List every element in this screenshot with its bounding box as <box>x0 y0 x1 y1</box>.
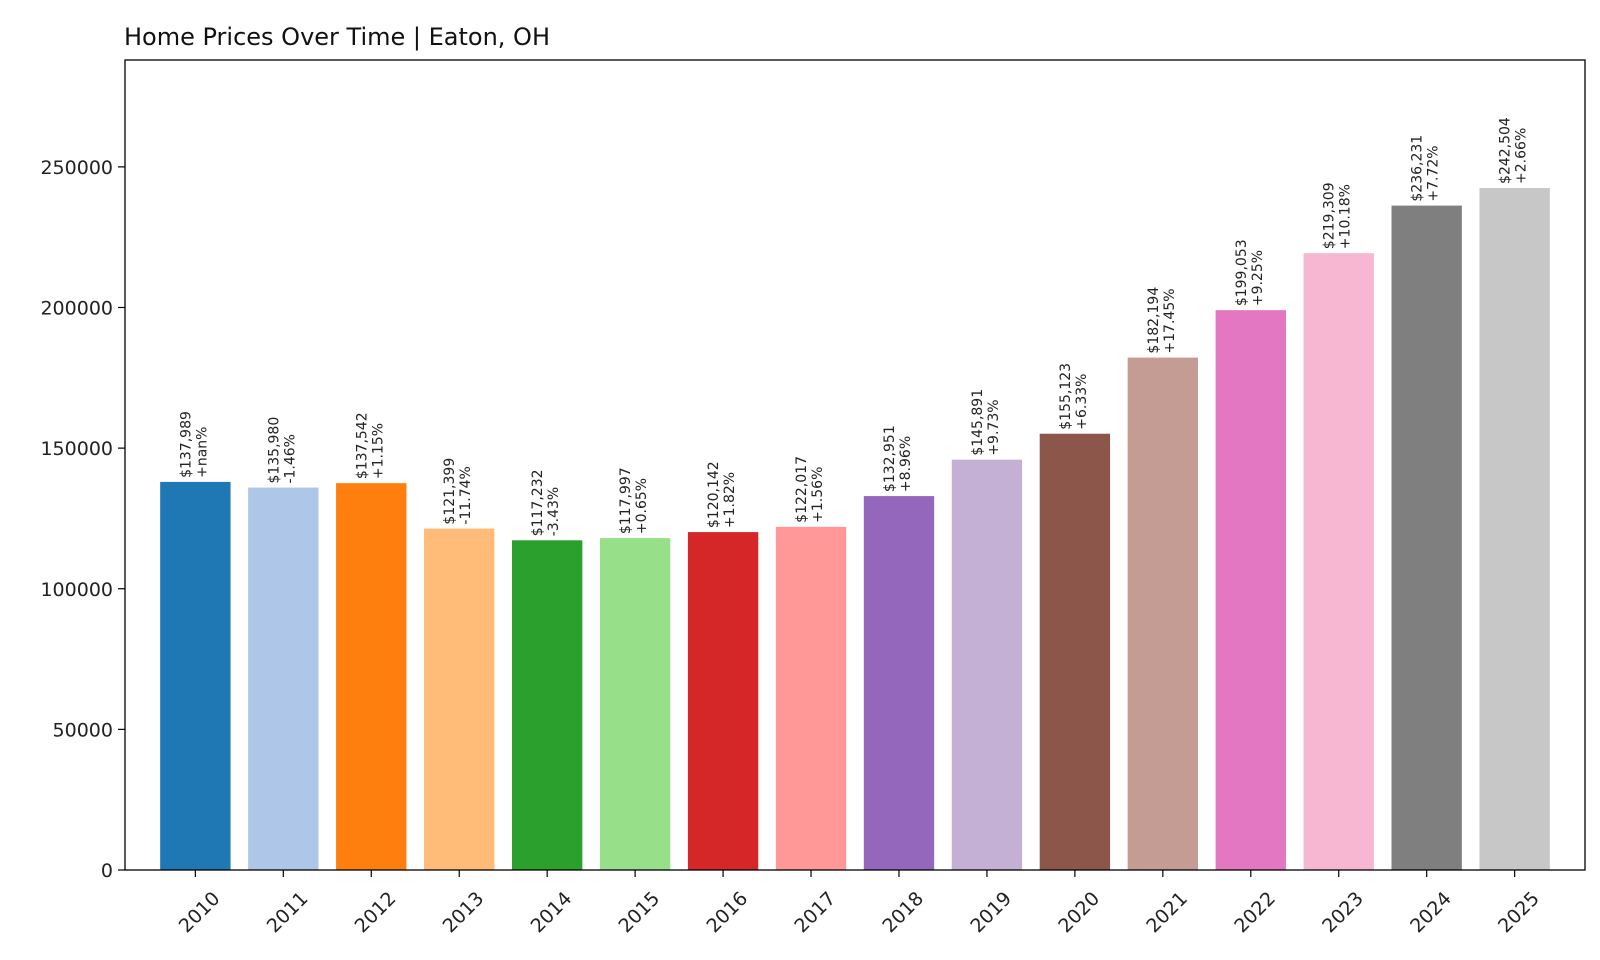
bar-value-label-2025: $242,504+2.66% <box>1498 117 1530 184</box>
bar-price-label: $182,194 <box>1146 287 1162 354</box>
bar-price-label: $117,232 <box>530 469 546 536</box>
bar-price-label: $199,053 <box>1234 239 1250 306</box>
x-tick-label-2012: 2012 <box>351 888 401 938</box>
bar-change-label: +7.72% <box>1426 145 1442 201</box>
bar-2016 <box>687 532 759 870</box>
bar-price-label: $122,017 <box>794 456 810 523</box>
bar-2015 <box>599 538 671 870</box>
bar-2011 <box>248 487 319 870</box>
bar-change-label: +1.56% <box>810 467 826 523</box>
bar-price-label: $137,542 <box>354 412 370 479</box>
bar-value-label-2015: $117,997+0.65% <box>618 467 650 534</box>
x-tick-label-2022: 2022 <box>1230 888 1280 938</box>
bar-change-label: +1.15% <box>370 423 386 479</box>
bar-change-label: +nan% <box>194 427 210 478</box>
bar-2014 <box>511 540 583 870</box>
bar-value-label-2012: $137,542+1.15% <box>354 412 386 479</box>
bar-change-label: -3.43% <box>546 487 562 537</box>
x-tick-label-2014: 2014 <box>527 888 577 938</box>
y-tick-label-150000: 150000 <box>40 438 113 460</box>
bar-value-label-2018: $132,951+8.96% <box>882 425 914 492</box>
y-tick-label-50000: 50000 <box>53 719 113 741</box>
x-axis: 2010 2011 2012 2013 2014 2015 2016 2017 2018 2019… <box>175 870 1544 937</box>
x-tick-label-2011: 2011 <box>263 888 313 938</box>
bar-value-label-2011: $135,980-1.46% <box>266 417 298 484</box>
x-tick-label-2024: 2024 <box>1406 888 1456 938</box>
bar-value-label-2017: $122,017+1.56% <box>794 456 826 523</box>
x-tick-label-2016: 2016 <box>702 888 752 938</box>
bar-2024 <box>1391 205 1462 871</box>
bar-2018 <box>863 496 935 870</box>
bar-value-label-2016: $120,142+1.82% <box>706 461 738 528</box>
bar-value-label-2020: $155,123+6.33% <box>1058 363 1090 430</box>
x-tick-label-2017: 2017 <box>790 888 840 938</box>
bar-price-label: $137,989 <box>178 411 194 478</box>
x-tick-label-2025: 2025 <box>1494 888 1544 938</box>
x-tick-label-2023: 2023 <box>1318 888 1368 938</box>
bar-2025 <box>1479 187 1550 870</box>
bar-price-label: $155,123 <box>1058 363 1074 430</box>
x-tick-label-2019: 2019 <box>966 888 1016 938</box>
bar-price-label: $117,997 <box>618 467 634 534</box>
bar-value-label-2024: $236,231+7.72% <box>1410 135 1442 202</box>
bar-change-label: +9.73% <box>986 399 1002 455</box>
bar-price-label: $236,231 <box>1410 135 1426 202</box>
bar-price-label: $219,309 <box>1322 182 1338 249</box>
bar-change-label: +6.33% <box>1074 374 1090 430</box>
y-axis: 0 50000 100000 150000 200000 250000 <box>40 157 125 882</box>
x-tick-label-2010: 2010 <box>175 888 225 938</box>
bar-value-label-2022: $199,053+9.25% <box>1234 239 1266 306</box>
bar-price-label: $132,951 <box>882 425 898 492</box>
bars-layer <box>160 187 1550 871</box>
bar-change-label: +1.82% <box>722 472 738 528</box>
y-tick-label-250000: 250000 <box>40 157 113 179</box>
bar-2020 <box>1039 433 1111 870</box>
bar-2013 <box>424 528 495 870</box>
bar-price-label: $135,980 <box>266 417 282 484</box>
bar-value-label-2013: $121,399-11.74% <box>442 458 474 525</box>
bar-value-label-2010: $137,989+nan% <box>178 411 210 478</box>
bar-change-label: -1.46% <box>282 434 298 484</box>
bar-2023 <box>1303 253 1374 870</box>
plot-frame <box>124 59 1586 871</box>
y-tick-label-0: 0 <box>101 860 113 882</box>
bar-2021 <box>1127 357 1199 871</box>
bar-labels-layer: $137,989+nan% $135,980-1.46% $137,542+1.15… <box>178 117 1529 536</box>
bar-2022 <box>1215 310 1286 870</box>
bar-2019 <box>951 459 1023 870</box>
bar-2017 <box>775 526 847 870</box>
bar-value-label-2014: $117,232-3.43% <box>530 469 562 536</box>
bar-price-label: $242,504 <box>1498 117 1514 184</box>
bar-value-label-2019: $145,891+9.73% <box>970 389 1002 456</box>
bar-value-label-2023: $219,309+10.18% <box>1322 182 1354 249</box>
bar-change-label: +17.45% <box>1162 288 1178 353</box>
x-tick-label-2020: 2020 <box>1054 888 1104 938</box>
bar-price-label: $120,142 <box>706 461 722 528</box>
bar-value-label-2021: $182,194+17.45% <box>1146 287 1178 354</box>
bar-change-label: +10.18% <box>1338 184 1354 249</box>
x-tick-label-2021: 2021 <box>1142 888 1192 938</box>
bar-change-label: +0.65% <box>634 478 650 534</box>
y-tick-label-100000: 100000 <box>40 579 113 601</box>
x-tick-label-2015: 2015 <box>615 888 665 938</box>
bar-change-label: -11.74% <box>458 466 474 524</box>
bar-2012 <box>336 483 407 870</box>
y-tick-label-200000: 200000 <box>40 298 113 320</box>
x-tick-label-2013: 2013 <box>439 888 489 938</box>
bar-change-label: +8.96% <box>898 436 914 492</box>
bar-change-label: +9.25% <box>1250 250 1266 306</box>
bar-price-label: $145,891 <box>970 389 986 456</box>
x-tick-label-2018: 2018 <box>878 888 928 938</box>
bar-2010 <box>160 481 231 870</box>
bar-price-label: $121,399 <box>442 458 458 525</box>
chart-title: Home Prices Over Time | Eaton, OH <box>124 23 550 51</box>
bar-change-label: +2.66% <box>1514 128 1530 184</box>
